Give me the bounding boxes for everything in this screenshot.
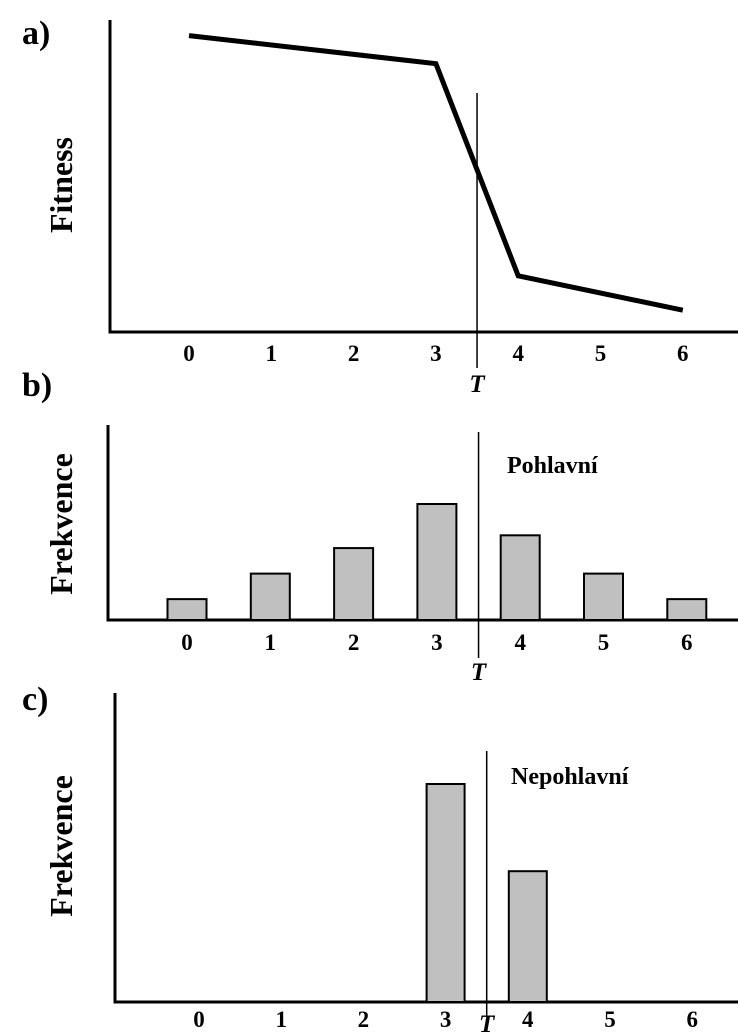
panel-b-bar (499, 534, 541, 622)
panel-b-ylabel: Frekvence (43, 453, 79, 595)
panel-b-threshold-label: T (471, 659, 488, 686)
panel-a-x-tick-label: 3 (430, 341, 442, 366)
panel-b-x-tick-label: 5 (598, 630, 610, 655)
panel-c-x-tick-label: 1 (275, 1007, 287, 1032)
panel-b-x-tick-label: 0 (181, 630, 193, 655)
panel-c-x-ticks: 0 1 2 3 4 5 6 (193, 1007, 698, 1032)
panel-b-x-tick-label: 3 (431, 630, 443, 655)
panel-a-fitness-line (188, 33, 684, 313)
panel-a-x-ticks: 0 1 2 3 4 5 6 (183, 341, 688, 366)
panel-c-bars (425, 783, 548, 1004)
panel-c-bar (507, 870, 548, 1004)
panel-a-x-tick-label: 5 (595, 341, 607, 366)
panel-b-x-tick-label: 2 (348, 630, 360, 655)
panel-b-bar (416, 503, 458, 621)
panel-a-x-tick-label: 1 (266, 341, 278, 366)
panel-c-x-tick-label: 5 (604, 1007, 616, 1032)
panel-a-letter: a) (22, 15, 50, 52)
panel-a-ylabel: Fitness (43, 137, 79, 233)
panel-c: c) Frekvence 0 1 2 3 4 5 6 T Nepohlavní (22, 681, 738, 1034)
panel-c-ylabel: Frekvence (43, 775, 79, 917)
panel-b-bar (166, 598, 208, 621)
panel-a-x-tick-label: 2 (348, 341, 360, 366)
panel-a-marks (188, 33, 684, 313)
panel-c-bar (425, 783, 466, 1003)
panel-b-bar (333, 547, 375, 622)
panel-b-bar (666, 598, 708, 621)
panel-b-x-tick-label: 6 (681, 630, 693, 655)
panel-a-x-tick-label: 4 (512, 341, 524, 366)
panel-c-letter: c) (22, 681, 48, 718)
panel-a-x-tick-label: 0 (183, 341, 195, 366)
panel-c-annotation: Nepohlavní (511, 764, 629, 790)
panel-c-threshold-label: T (479, 1011, 496, 1034)
panel-b-annotation: Pohlavní (507, 453, 598, 479)
panel-c-x-tick-label: 2 (358, 1007, 370, 1032)
panel-b-bar (583, 572, 624, 621)
panel-b-x-tick-label: 1 (265, 630, 277, 655)
panel-a-x-tick-label: 6 (677, 341, 689, 366)
panel-a-axes (108, 20, 738, 334)
panel-b-x-ticks: 0 1 2 3 4 5 6 (181, 630, 692, 655)
panel-a-threshold-label: T (469, 371, 486, 398)
panel-c-x-tick-label: 4 (522, 1007, 534, 1032)
panel-a: a) Fitness 0 1 2 3 4 5 6 T (22, 15, 738, 398)
panel-b-letter: b) (22, 367, 52, 404)
panel-c-x-tick-label: 6 (686, 1007, 698, 1032)
panel-b-bars (166, 503, 708, 622)
panel-b-bar (249, 572, 291, 621)
panel-b: b) Frekvence 0 1 2 3 4 5 6 T Pohlavní (22, 367, 738, 686)
panel-c-x-tick-label: 0 (193, 1007, 205, 1032)
panel-b-x-tick-label: 4 (514, 630, 526, 655)
panel-c-x-tick-label: 3 (440, 1007, 452, 1032)
